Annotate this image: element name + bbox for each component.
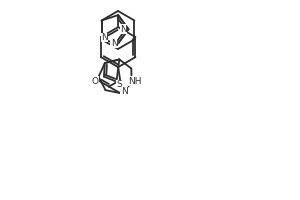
Text: N: N: [121, 87, 128, 96]
Text: N: N: [101, 33, 108, 42]
Text: S: S: [117, 80, 122, 89]
Text: O: O: [92, 77, 99, 86]
Text: NH: NH: [128, 77, 142, 86]
Text: N: N: [111, 39, 118, 48]
Text: N: N: [120, 25, 127, 34]
